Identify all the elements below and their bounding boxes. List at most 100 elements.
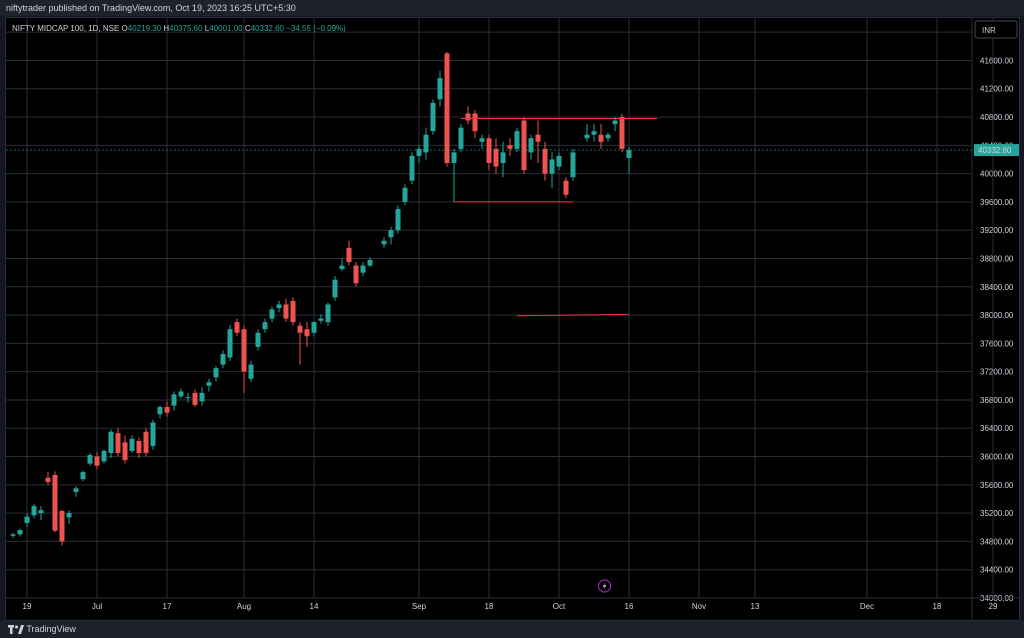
y-tick-label: 38800.00 — [980, 254, 1014, 263]
candle-body — [10, 534, 16, 536]
candle-body — [507, 145, 513, 149]
x-tick-label: 13 — [751, 602, 760, 611]
x-tick-label: Jul — [92, 602, 102, 611]
low-value: 40001.00 — [209, 24, 243, 33]
candle-body — [101, 450, 107, 462]
chart-panel[interactable]: 34000.00 34400.00 34800.00 35200.00 35600.00… — [5, 17, 1020, 621]
y-tick-label: 34800.00 — [980, 537, 1014, 546]
candle-body — [353, 265, 359, 284]
currency-badge — [974, 20, 1018, 39]
publisher-bar: niftytrader published on TradingView.com… — [0, 0, 1024, 16]
candle-body — [339, 265, 345, 270]
candle-body — [248, 364, 254, 379]
low-label: L — [204, 24, 210, 33]
candle-body — [150, 422, 156, 446]
candle-body — [493, 148, 499, 167]
candle-body — [430, 102, 436, 132]
candle-body — [500, 152, 506, 163]
candle-body — [402, 187, 408, 202]
close-label: C — [244, 24, 251, 33]
candle-body — [157, 407, 163, 415]
candle-body — [360, 265, 366, 273]
y-tick-label: 36800.00 — [980, 396, 1014, 405]
y-tick-label: 36000.00 — [980, 453, 1014, 462]
close-value: 40332.60 — [250, 24, 284, 33]
candle-body — [94, 456, 100, 466]
candle-body — [213, 368, 219, 378]
x-tick-label: 17 — [163, 602, 172, 611]
y-tick-label: 39600.00 — [980, 198, 1014, 207]
y-tick-label: 38400.00 — [980, 283, 1014, 292]
y-tick-label: 35200.00 — [980, 509, 1014, 518]
candle-body — [45, 477, 51, 482]
publisher-text: niftytrader published on TradingView.com… — [6, 3, 296, 13]
candle-body — [458, 127, 464, 149]
y-tick-label: 37600.00 — [980, 339, 1014, 348]
y-tick-label: 35600.00 — [980, 481, 1014, 490]
candle-body — [115, 433, 121, 453]
x-tick-label: Nov — [692, 602, 706, 611]
candle-body — [143, 431, 149, 453]
candle-body — [416, 148, 422, 156]
candle-body — [318, 318, 324, 321]
candle-body — [171, 394, 177, 406]
x-tick-label: 14 — [310, 602, 319, 611]
candle-body — [199, 392, 205, 402]
candle-body — [409, 155, 415, 181]
x-tick-label: Aug — [237, 602, 251, 611]
y-tick-label: 38000.00 — [980, 311, 1014, 320]
high-label: H — [163, 24, 170, 33]
candle-body — [31, 506, 37, 516]
candle-body — [542, 148, 548, 174]
candle-body — [612, 120, 618, 125]
y-tick-label: 37200.00 — [980, 368, 1014, 377]
symbol-legend: NIFTY MIDCAP 100, 1D, NSE O40219.30 H403… — [12, 24, 346, 33]
candle-body — [563, 180, 569, 195]
candle-body — [514, 131, 520, 149]
candle-body — [479, 138, 485, 142]
y-tick-label: 36400.00 — [980, 424, 1014, 433]
x-tick-label: Dec — [860, 602, 874, 611]
candle-body — [164, 407, 170, 413]
candle-body — [269, 309, 275, 319]
x-tick-label: 29 — [989, 602, 998, 611]
y-tick-label: 40000.00 — [980, 170, 1014, 179]
candle-body — [87, 455, 93, 464]
candle-body — [395, 208, 401, 231]
candle-body — [122, 442, 128, 461]
candle-body — [66, 513, 72, 518]
candle-body — [521, 120, 527, 171]
candle-body — [591, 131, 597, 135]
candle-body — [388, 230, 394, 238]
high-value: 40375.60 — [169, 24, 203, 33]
candle-body — [465, 113, 471, 121]
candle-body — [73, 488, 79, 492]
candle-body — [262, 322, 268, 330]
currency-badge-text: INR — [982, 26, 996, 35]
chart-svg[interactable]: 34000.0034400.0034800.0035200.0035600.00… — [6, 18, 1019, 620]
candle-body — [570, 152, 576, 178]
candle-body — [444, 53, 450, 163]
candle-body — [332, 279, 338, 298]
candle-body — [255, 332, 261, 347]
candle-body — [451, 152, 457, 163]
candle-body — [556, 155, 562, 167]
candle-body — [283, 304, 289, 319]
candle-body — [108, 431, 114, 453]
candle-body — [297, 325, 303, 333]
candle-body — [626, 150, 632, 159]
candle-body — [234, 322, 240, 333]
candle-body — [80, 472, 86, 480]
candle-body — [59, 511, 65, 542]
candle-body — [472, 113, 478, 132]
x-tick-label: Sep — [412, 602, 427, 611]
candle-body — [17, 530, 23, 535]
candle-body — [598, 134, 604, 142]
y-tick-label: 41200.00 — [980, 85, 1014, 94]
candle-body — [304, 329, 310, 337]
open-label: O — [121, 24, 128, 33]
candle-body — [227, 329, 233, 358]
symbol-name: NIFTY MIDCAP 100, 1D, NSE — [12, 24, 120, 33]
last-price-tag-text: 40332.60 — [978, 146, 1012, 155]
candle-body — [129, 438, 135, 451]
